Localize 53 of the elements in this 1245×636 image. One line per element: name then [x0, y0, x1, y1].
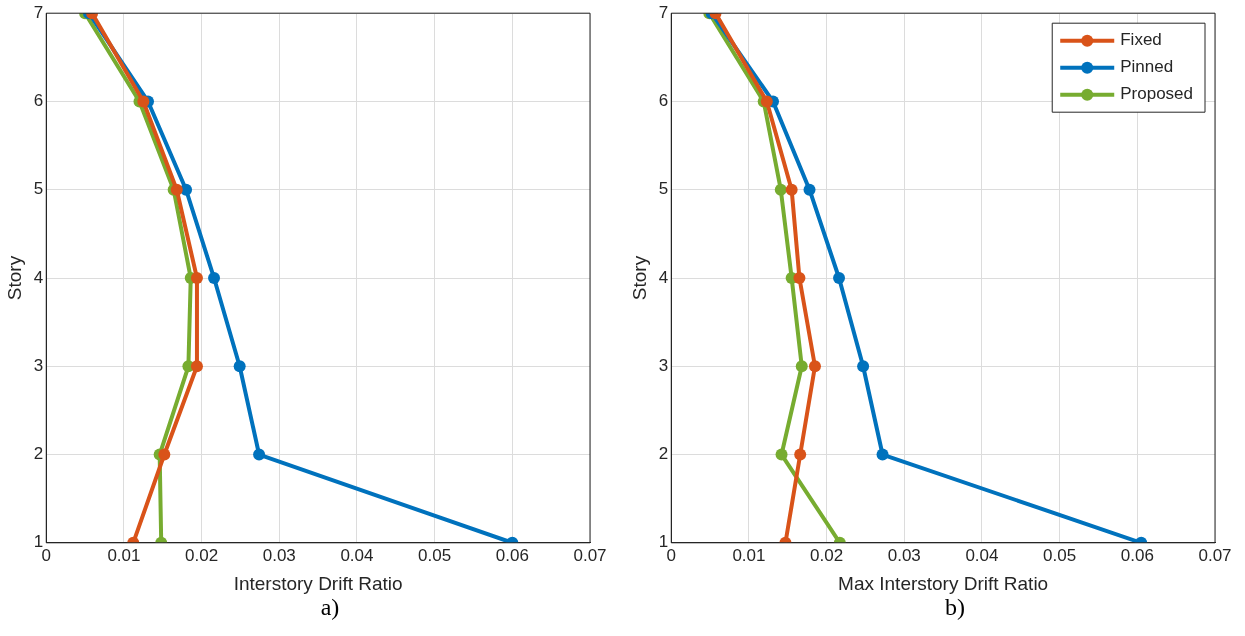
x-tick-label: 0.07 [1198, 545, 1232, 565]
point [774, 183, 787, 196]
point [137, 95, 150, 108]
point [190, 272, 203, 284]
x-axis-title: Max Interstory Drift Ratio [838, 572, 1049, 594]
y-tick-label: 7 [658, 2, 669, 22]
x-tick-label: 0.06 [495, 545, 529, 565]
x-tick-label: 0.02 [185, 545, 219, 565]
y-tick-label: 3 [658, 355, 669, 375]
y-tick-label: 4 [658, 267, 669, 287]
x-tick-label: 0.03 [262, 545, 296, 565]
text: b) [944, 594, 965, 621]
y-axis-title: Story [628, 255, 650, 301]
x-tick-label: 0.03 [887, 545, 921, 565]
y-tick-label: 7 [33, 2, 44, 22]
legend-label: Proposed [1120, 84, 1194, 104]
point [158, 448, 171, 461]
point [876, 448, 889, 461]
x-tick-label: 0.01 [107, 545, 141, 565]
legend-label: Fixed [1120, 30, 1162, 50]
y-tick-label: 5 [33, 179, 44, 199]
y-axis-title: Story [3, 255, 25, 301]
x-tick-label: 0.01 [732, 545, 766, 565]
y-tick-label: 6 [658, 91, 669, 111]
point [233, 360, 246, 373]
x-tick-label: 0.04 [340, 545, 374, 565]
y-tick-label: 5 [658, 179, 669, 199]
point [253, 448, 266, 461]
x-tick-label: 0.07 [573, 545, 607, 565]
point [795, 360, 808, 373]
point [775, 448, 788, 461]
x-tick-label: 0.02 [810, 545, 844, 565]
y-tick-label: 2 [33, 444, 44, 464]
point [793, 272, 806, 284]
x-axis-title: Interstory Drift Ratio [233, 572, 403, 594]
x-tick-label: 0.05 [1043, 545, 1077, 565]
y-tick-label: 4 [33, 267, 44, 287]
y-tick-label: 3 [33, 355, 44, 375]
point [208, 272, 221, 284]
point [833, 272, 846, 284]
point [803, 183, 816, 196]
point [808, 360, 821, 373]
legend-label: Pinned [1120, 57, 1174, 77]
text: a) [319, 594, 340, 621]
point [785, 183, 798, 196]
x-tick-label: 0.06 [1120, 545, 1154, 565]
point [190, 360, 203, 373]
y-tick-label: 2 [658, 444, 669, 464]
point [794, 448, 807, 461]
y-tick-label: 6 [33, 91, 44, 111]
point [857, 360, 870, 373]
x-tick-label: 0.05 [418, 545, 452, 565]
x-tick-label: 0.04 [965, 545, 999, 565]
